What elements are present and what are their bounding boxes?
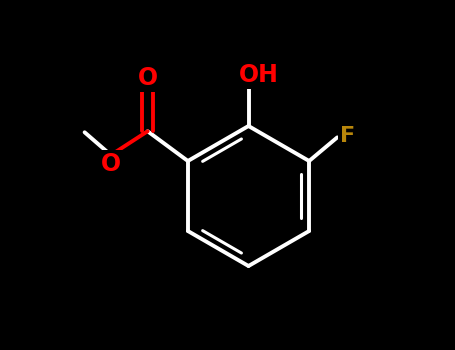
Text: O: O: [101, 152, 121, 176]
Text: OH: OH: [239, 63, 279, 87]
Text: O: O: [137, 66, 158, 90]
Text: F: F: [339, 126, 354, 146]
